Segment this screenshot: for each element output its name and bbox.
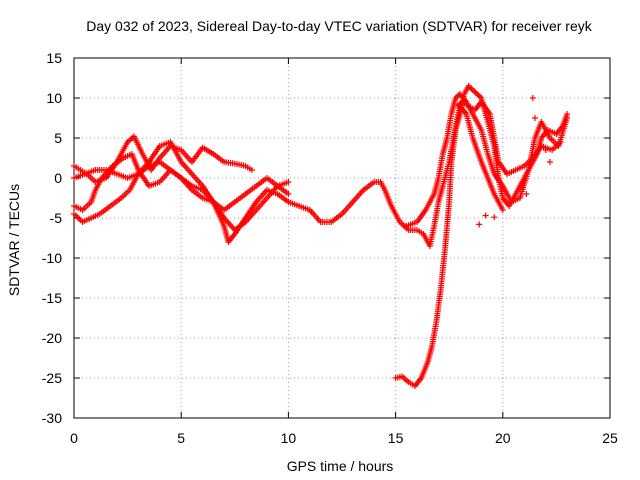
x-tick-label: 5	[177, 430, 185, 446]
x-tick-label: 15	[388, 430, 404, 446]
data-point	[523, 191, 530, 197]
data-point	[542, 147, 549, 153]
data-point	[529, 95, 536, 101]
data-point	[285, 191, 292, 197]
y-tick-label: -10	[42, 250, 62, 266]
data-point	[491, 214, 498, 221]
y-axis-label: SDTVAR / TECUs	[6, 184, 22, 296]
chart-title: Day 032 of 2023, Sidereal Day-to-day VTE…	[86, 18, 592, 34]
y-tick-label: 0	[54, 170, 62, 186]
y-tick-label: 15	[46, 50, 62, 66]
data-point	[557, 139, 564, 145]
x-tick-label: 20	[495, 430, 511, 446]
data-point	[499, 207, 506, 213]
y-tick-label: 10	[46, 90, 62, 106]
data-point	[476, 221, 483, 228]
y-tick-label: -20	[42, 330, 62, 346]
y-tick-label: 5	[54, 130, 62, 146]
x-tick-label: 10	[281, 430, 297, 446]
plot-frame	[73, 57, 611, 419]
x-axis: 0 5 10 15 20 25	[70, 58, 618, 446]
data-point	[546, 159, 553, 165]
data-series	[71, 83, 571, 389]
x-axis-label: GPS time / hours	[287, 458, 394, 474]
grid	[74, 58, 610, 418]
y-tick-label: -15	[42, 290, 62, 306]
data-point	[531, 115, 538, 121]
x-tick-label: 25	[602, 430, 618, 446]
y-tick-label: -25	[42, 370, 62, 386]
data-point	[564, 115, 571, 121]
y-tick-label: -30	[42, 410, 62, 426]
data-point	[285, 179, 292, 185]
y-axis: 15 10 5 0 -5 -10 -15 -20 -25 -30	[42, 50, 610, 426]
data-point	[248, 167, 255, 173]
y-tick-label: -5	[50, 210, 63, 226]
x-tick-label: 0	[70, 430, 78, 446]
data-point	[482, 212, 489, 219]
